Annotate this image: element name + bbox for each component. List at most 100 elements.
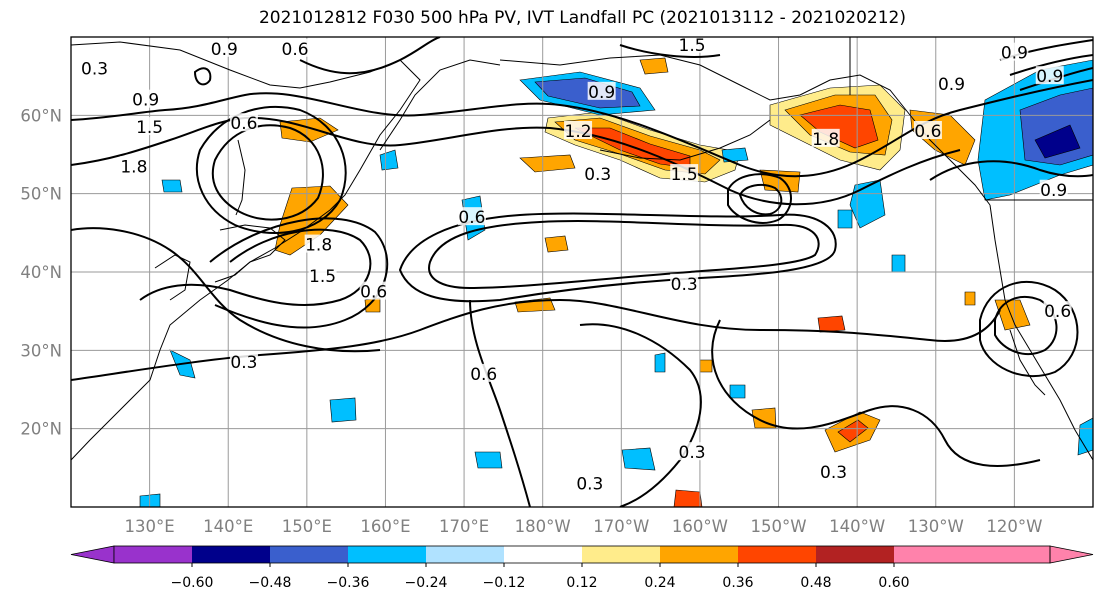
- contour-label-halo: [210, 38, 239, 57]
- contour-label: 1.8: [812, 130, 839, 150]
- coastline-baja: [1009, 329, 1046, 396]
- longitude-label: 150°W: [751, 517, 807, 536]
- longitude-label: 170°E: [439, 517, 489, 536]
- contour-label-halo: [670, 273, 699, 292]
- pv-contour-line: [71, 116, 961, 206]
- longitude-label: 180°W: [515, 517, 571, 536]
- longitude-label: 160°W: [672, 517, 728, 536]
- contour-label-halo: [304, 234, 333, 253]
- pv-contour-line: [71, 227, 381, 353]
- contour-label-halo: [469, 363, 498, 382]
- contour-label: 0.3: [230, 353, 257, 373]
- colorbar-tick-label: 0.48: [800, 575, 831, 591]
- contour-label: 0.6: [282, 40, 309, 60]
- pv-contour-line: [738, 183, 783, 216]
- contour-label: 0.9: [938, 75, 965, 95]
- contour-label: 0.6: [360, 283, 387, 303]
- pv-contour-line: [193, 67, 212, 86]
- contour-label-halo: [281, 38, 310, 57]
- longitude-label: 170°W: [593, 517, 649, 536]
- contour-label: 0.9: [1001, 44, 1028, 64]
- colorbar-bin: [582, 546, 661, 563]
- contour-label-halo: [575, 473, 604, 492]
- longitude-label: 140°W: [829, 517, 885, 536]
- contour-label-halo: [308, 265, 337, 284]
- colorbar-bin: [894, 546, 973, 563]
- colorbar: [70, 545, 1094, 564]
- pv-contour-line: [994, 295, 1058, 355]
- contour-label-halo: [1039, 179, 1068, 198]
- contour-label: 1.5: [679, 36, 706, 56]
- colorbar-bin: [114, 546, 193, 563]
- longitude-tick-labels: 130°E 140°E 150°E 160°E 170°E 180°W 170°W 160°W…: [125, 517, 1043, 536]
- contour-label-halo: [937, 74, 966, 92]
- colorbar-tick-label: −0.48: [249, 575, 292, 591]
- contour-label: 0.3: [584, 165, 611, 185]
- coastline-aleutians: [599, 119, 771, 161]
- pv-contour-line: [398, 212, 837, 303]
- anomaly-patch-negative: [729, 384, 746, 399]
- contour-label: 0.3: [671, 275, 698, 295]
- contour-label: 1.5: [309, 267, 336, 287]
- colorbar-bin: [816, 546, 895, 563]
- colorbar-bin: [504, 546, 583, 563]
- colorbar-tick-label: 0.24: [644, 575, 675, 591]
- contour-label: 1.2: [565, 122, 592, 142]
- anomaly-patch-negative: [849, 179, 886, 229]
- pv-contour-line: [727, 173, 792, 224]
- pv-contour-labels: 0.9 0.6 0.3 0.9 1.5 1.8 0.6 1.8 1.5 0.6 0.3 0.6 1.2 0…: [80, 36, 1072, 495]
- contour-label: 0.3: [81, 59, 108, 79]
- pv-contour-line: [195, 106, 347, 234]
- pv-contour-line: [619, 44, 721, 58]
- colorbar-tick-label: −0.12: [483, 575, 526, 591]
- colorbar-tick-label: 0.60: [878, 575, 909, 591]
- coastline-north-america: [989, 204, 1093, 461]
- anomaly-patch-negative: [1077, 417, 1093, 456]
- contour-label-halo: [359, 281, 388, 300]
- contour-label: 0.6: [1044, 302, 1071, 322]
- contour-label: 0.3: [820, 463, 847, 483]
- contour-label: 1.8: [120, 157, 147, 177]
- contour-label: 0.9: [211, 40, 238, 60]
- contour-label: 0.6: [470, 365, 497, 385]
- contour-label: 1.8: [305, 236, 332, 256]
- contour-label: 0.9: [132, 91, 159, 111]
- contour-label-halo: [131, 89, 160, 108]
- anomaly-patch-negative: [1034, 124, 1081, 159]
- anomaly-patch-positive: [519, 154, 576, 173]
- contour-label-halo: [564, 121, 593, 139]
- contour-label: 0.9: [588, 83, 615, 103]
- anomaly-patch-negative: [654, 352, 666, 373]
- contour-label-halo: [229, 113, 258, 132]
- contour-label: 1.5: [136, 118, 163, 138]
- contour-label: 0.9: [1040, 181, 1067, 201]
- map-title: 2021012812 F030 500 hPa PV, IVT Landfall…: [258, 8, 906, 28]
- contour-label-halo: [819, 461, 848, 480]
- map-frame: [70, 36, 1094, 508]
- anomaly-patch-negative: [329, 397, 357, 423]
- contour-label-halo: [913, 121, 942, 139]
- colorbar-bin: [426, 546, 505, 563]
- contour-label-halo: [678, 37, 707, 53]
- colorbar-extend-high: [1049, 545, 1094, 564]
- anomaly-patch-negative: [161, 179, 183, 193]
- contour-label-halo: [678, 442, 707, 461]
- coastline-sakhalin: [235, 139, 246, 216]
- pv-contour-line: [711, 319, 1041, 467]
- anomaly-patch-positive: [751, 407, 777, 429]
- contour-label: 0.6: [914, 122, 941, 142]
- anomaly-patch-negative: [474, 451, 503, 469]
- contour-label-halo: [1043, 301, 1072, 320]
- longitude-label: 130°W: [908, 517, 964, 536]
- pv-contour-line: [211, 124, 324, 221]
- contour-label: 0.6: [458, 208, 485, 228]
- colorbar-tick-label: −0.60: [171, 575, 214, 591]
- contour-label: 0.3: [679, 443, 706, 463]
- colorbar-bin: [738, 546, 817, 563]
- anomaly-patch-positive: [673, 489, 703, 507]
- contour-label-halo: [587, 81, 616, 100]
- pv-contour-line: [209, 217, 389, 329]
- anomaly-patch-positive: [837, 419, 869, 443]
- colorbar-tick-labels: −0.60 −0.48 −0.36 −0.24 −0.12 0.12 0.24 0.36 0.4…: [171, 563, 910, 591]
- colorbar-tick-label: −0.24: [405, 575, 448, 591]
